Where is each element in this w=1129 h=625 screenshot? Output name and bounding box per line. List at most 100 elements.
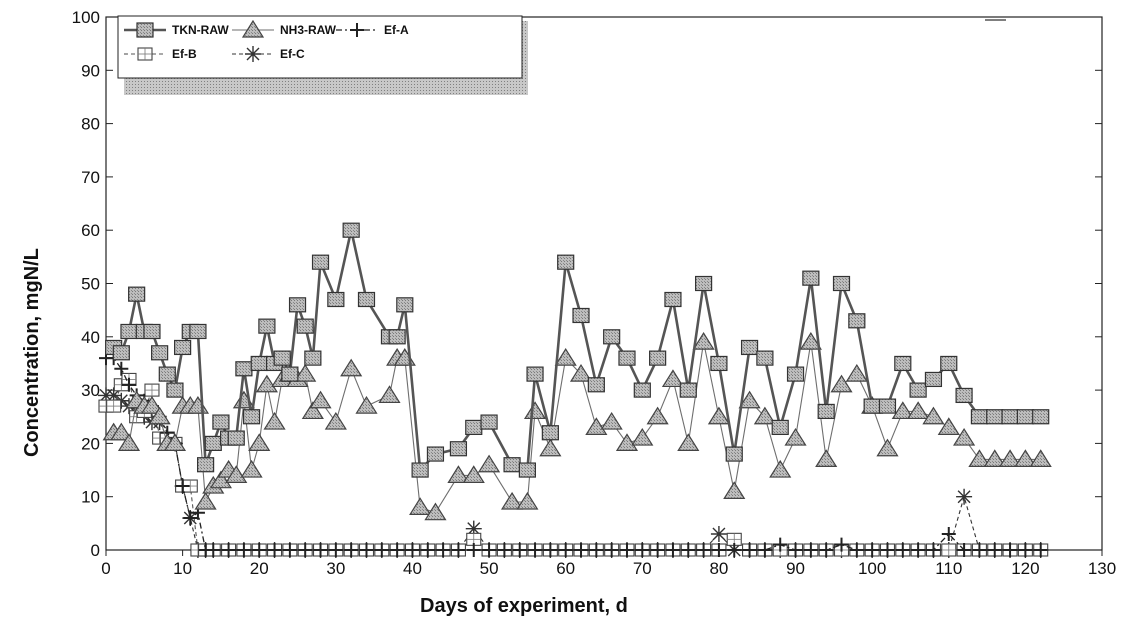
y-tick-label: 90 <box>81 61 100 80</box>
data-point-ef-a <box>665 543 680 557</box>
data-point-ef-a <box>1018 543 1033 557</box>
data-point-nh3-raw <box>845 363 868 382</box>
x-tick-label: 30 <box>326 559 345 578</box>
data-point-tkn-raw <box>1016 409 1034 425</box>
data-point-ef-a <box>957 543 972 557</box>
data-point-tkn-raw <box>725 446 743 462</box>
data-point-ef-b <box>106 399 122 413</box>
data-point-nh3-raw <box>163 433 187 451</box>
data-point-ef-a <box>865 543 880 557</box>
data-point-nh3-raw <box>646 406 669 425</box>
data-point-tkn-raw <box>212 414 230 430</box>
x-tick-label: 20 <box>250 559 269 578</box>
data-point-ef-a <box>819 543 834 557</box>
data-point-tkn-raw <box>304 350 322 366</box>
data-point-nh3-raw <box>409 497 432 515</box>
data-point-nh3-raw <box>968 449 991 467</box>
data-point-tkn-raw <box>503 457 521 473</box>
y-tick-label: 30 <box>81 381 100 400</box>
legend-item-ef-b: Ef-B <box>124 47 197 61</box>
data-point-nh3-raw <box>523 401 547 420</box>
data-point-ef-a <box>344 543 359 557</box>
data-point-ef-a <box>183 511 198 526</box>
data-point-nh3-raw <box>600 411 623 430</box>
data-point-ef-a <box>635 543 650 557</box>
data-point-nh3-raw <box>876 438 899 457</box>
data-point-ef-a <box>742 543 757 557</box>
data-point-tkn-raw <box>541 425 559 441</box>
data-point-nh3-raw <box>539 438 562 457</box>
data-point-ef-a <box>972 543 987 557</box>
x-tick-label: 80 <box>709 559 728 578</box>
data-point-tkn-raw <box>557 254 575 270</box>
data-point-ef-a <box>236 543 251 557</box>
data-point-ef-a <box>619 543 634 557</box>
data-point-tkn-raw <box>633 382 651 398</box>
data-point-ef-b <box>941 543 957 557</box>
legend-box <box>117 15 523 79</box>
data-point-ef-a <box>543 543 558 557</box>
plot-area <box>105 16 1103 551</box>
legend-label: NH3-RAW <box>280 23 337 37</box>
data-point-ef-c <box>465 520 482 537</box>
data-point-ef-a <box>1033 543 1048 557</box>
data-point-tkn-raw <box>426 446 445 462</box>
data-point-tkn-raw <box>120 323 138 340</box>
data-point-tkn-raw <box>940 355 958 372</box>
data-point-tkn-raw <box>1001 409 1019 425</box>
data-point-ef-a <box>298 543 313 557</box>
x-tick-label: 110 <box>935 559 962 578</box>
data-point-tkn-raw <box>848 313 866 329</box>
data-point-tkn-raw <box>664 291 682 308</box>
data-point-nh3-raw <box>194 491 217 510</box>
data-point-nh3-raw <box>148 406 171 425</box>
data-point-ef-a <box>574 543 589 557</box>
legend-item-nh3-raw: NH3-RAW <box>232 19 337 38</box>
data-point-ef-a <box>374 543 389 557</box>
data-point-nh3-raw <box>907 401 930 420</box>
y-tick-label: 100 <box>72 8 100 27</box>
x-axis-title: Days of experiment, d <box>420 595 628 617</box>
data-point-tkn-raw <box>166 382 184 398</box>
data-point-nh3-raw <box>815 449 838 467</box>
data-point-ef-a <box>528 543 543 557</box>
data-point-ef-a <box>512 543 527 557</box>
data-point-tkn-raw <box>802 270 820 286</box>
data-point-tkn-raw <box>526 366 544 382</box>
data-point-tkn-raw <box>970 409 989 425</box>
legend-item-ef-a: Ef-A <box>336 23 409 37</box>
series-layer <box>98 222 1052 558</box>
data-point-tkn-raw <box>710 355 728 372</box>
data-point-tkn-raw <box>817 403 835 420</box>
legend-label: Ef-B <box>172 47 197 61</box>
data-point-ef-c <box>105 387 122 404</box>
data-point-nh3-raw <box>554 347 577 366</box>
data-point-ef-a <box>451 543 466 557</box>
y-axis: 0 10 20 30 40 50 60 70 80 90 100 <box>72 8 1102 560</box>
data-point-nh3-raw <box>500 491 524 510</box>
data-point-nh3-raw <box>631 427 654 446</box>
data-point-ef-c <box>956 488 973 505</box>
data-point-tkn-raw <box>603 329 621 345</box>
y-tick-label: 60 <box>81 221 100 240</box>
data-point-ef-a <box>390 543 405 557</box>
data-point-ef-a <box>589 543 604 557</box>
data-point-tkn-raw <box>227 430 245 446</box>
data-point-nh3-raw <box>140 395 164 414</box>
data-point-nh3-raw <box>240 459 263 478</box>
data-point-tkn-raw <box>694 275 713 292</box>
data-point-nh3-raw <box>784 427 807 446</box>
legend-item-ef-c: Ef-C <box>232 46 305 62</box>
data-point-nh3-raw <box>424 502 447 521</box>
data-point-ef-a <box>681 543 696 557</box>
data-point-tkn-raw <box>189 323 207 340</box>
x-tick-label: 100 <box>858 559 886 578</box>
data-point-nh3-raw <box>255 374 278 393</box>
data-point-nh3-raw <box>447 465 470 483</box>
data-point-nh3-raw <box>830 374 853 393</box>
data-point-tkn-raw <box>250 355 268 372</box>
data-point-ef-b <box>182 479 198 493</box>
data-point-nh3-raw <box>769 459 792 478</box>
data-point-nh3-raw <box>248 433 271 451</box>
data-point-nh3-raw <box>225 465 248 483</box>
